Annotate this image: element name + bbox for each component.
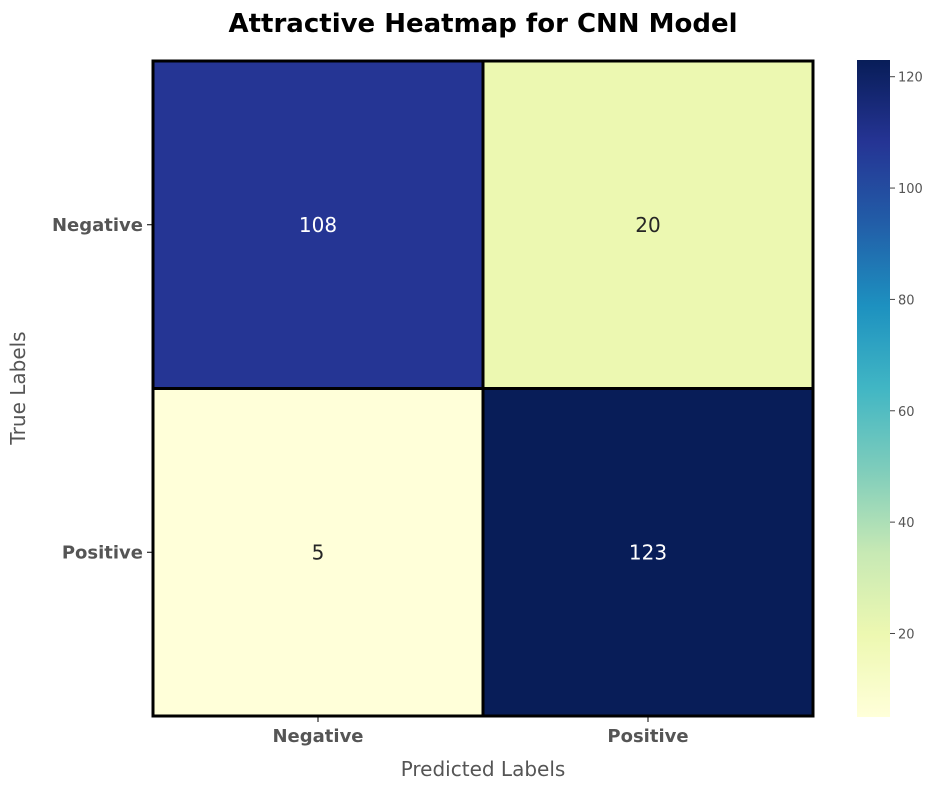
colorbar-tick-label: 20 [898, 627, 915, 642]
colorbar [857, 60, 890, 717]
heatmap-cell [481, 59, 815, 390]
y-tick-labels: Negative Positive [52, 215, 153, 563]
heatmap-cells: 108 20 5 123 [151, 59, 815, 718]
colorbar-tick-label: 60 [898, 405, 915, 420]
heatmap-cell [151, 59, 485, 390]
x-tick-label: Positive [607, 726, 688, 747]
colorbar-ticks: 20 40 60 80 100 120 [890, 71, 923, 642]
colorbar-tick-label: 120 [898, 71, 923, 86]
colorbar-tick-label: 80 [898, 293, 915, 308]
cell-value-label: 123 [629, 540, 667, 564]
heatmap-cell [481, 387, 815, 718]
cell-value-label: 108 [299, 213, 337, 237]
colorbar-tick-label: 100 [898, 182, 923, 197]
x-axis-label: Predicted Labels [401, 757, 566, 781]
y-tick-label: Negative [52, 215, 143, 236]
x-tick-label: Negative [272, 726, 363, 747]
y-tick-label: Positive [62, 542, 143, 563]
x-tick-labels: Negative Positive [272, 716, 689, 747]
y-axis-label: True Labels [6, 331, 30, 445]
colorbar-tick-label: 40 [898, 516, 915, 531]
heatmap-cell [151, 387, 485, 718]
cell-value-label: 5 [312, 540, 325, 564]
cell-value-label: 20 [635, 213, 660, 237]
chart-title: Attractive Heatmap for CNN Model [229, 9, 738, 39]
